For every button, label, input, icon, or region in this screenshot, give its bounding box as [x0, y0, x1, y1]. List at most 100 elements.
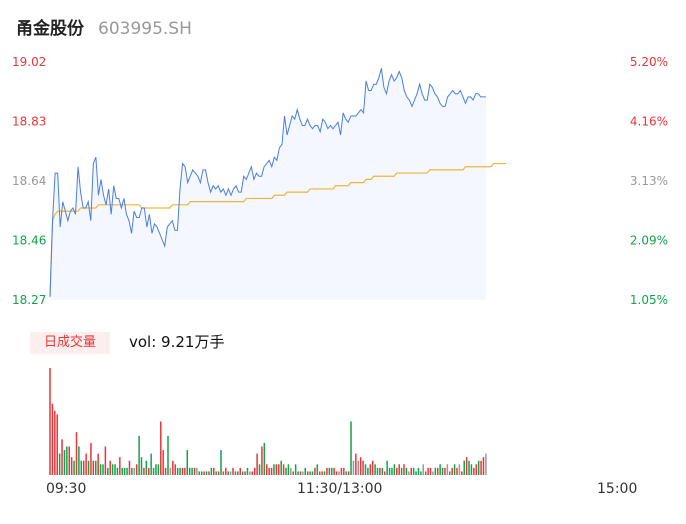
volume-bar: [424, 471, 427, 475]
volume-bar: [369, 464, 372, 475]
volume-bar: [314, 467, 316, 475]
volume-bar: [304, 467, 307, 475]
volume-bar: [203, 471, 205, 475]
volume-bar: [480, 460, 482, 475]
volume-bar: [338, 471, 340, 475]
volume-bar: [470, 464, 473, 475]
volume-bar: [193, 467, 196, 475]
volume-bars: [49, 368, 487, 475]
volume-bar: [350, 421, 352, 475]
volume-bar: [167, 435, 169, 475]
volume-bar: [420, 471, 422, 475]
volume-bar: [119, 457, 121, 475]
volume-bar: [282, 464, 285, 475]
volume-bar: [99, 464, 102, 475]
volume-bar: [251, 471, 254, 475]
volume-bar: [468, 460, 470, 475]
volume-bar: [453, 464, 456, 475]
volume-bar: [347, 471, 350, 475]
volume-bar: [451, 467, 453, 475]
daily-volume-tab[interactable]: 日成交量: [30, 332, 110, 354]
volume-bar: [396, 467, 398, 475]
volume-bar: [388, 467, 391, 475]
volume-bar: [234, 471, 237, 475]
volume-bar: [280, 460, 282, 475]
volume-bar: [114, 464, 116, 475]
volume-bar: [477, 460, 480, 475]
volume-bar: [335, 471, 338, 475]
time-tick-midday: 11:30/13:00: [297, 481, 383, 497]
volume-bar: [208, 471, 210, 475]
volume-bar: [241, 471, 244, 475]
volume-bar: [249, 471, 251, 475]
volume-bar: [384, 471, 386, 475]
avg-price-line: [49, 162, 507, 297]
volume-bar: [111, 464, 114, 475]
volume-bar: [285, 467, 287, 475]
volume-bar: [184, 467, 186, 475]
volume-bar: [172, 460, 174, 475]
volume-bar: [290, 467, 292, 475]
volume-bar: [463, 460, 465, 475]
price-tick-label: 19.02: [12, 55, 46, 69]
volume-bar: [461, 471, 463, 475]
volume-bar: [191, 467, 193, 475]
volume-bar: [432, 471, 434, 475]
volume-bar: [256, 453, 258, 475]
volume-bar: [196, 467, 198, 475]
volume-bar: [367, 467, 369, 475]
volume-bar: [246, 467, 249, 475]
volume-bar: [222, 471, 225, 475]
volume-bar: [441, 467, 444, 475]
price-axis: 19.02 18.83 18.64 18.46 18.27: [12, 55, 46, 307]
volume-bar: [104, 446, 107, 475]
volume-bar: [436, 467, 439, 475]
volume-bar: [66, 446, 68, 475]
price-line: [49, 68, 486, 297]
volume-bar: [135, 464, 138, 475]
volume-bar: [408, 471, 410, 475]
volume-bar: [227, 471, 229, 475]
stock-name: 甬金股份: [16, 19, 84, 39]
volume-bar: [299, 471, 302, 475]
volume-bar: [434, 467, 437, 475]
volume-bar: [357, 460, 360, 475]
volume-bar: [381, 467, 384, 475]
volume-bar: [58, 453, 61, 475]
volume-bar: [160, 421, 162, 475]
volume-bar: [80, 460, 83, 475]
volume-bar: [54, 410, 56, 475]
volume-bar: [179, 467, 181, 475]
volume-bar: [263, 442, 266, 475]
volume-bar: [415, 471, 417, 475]
volume-bar: [138, 435, 140, 475]
volume-bar: [109, 460, 111, 475]
volume-bar: [326, 467, 328, 475]
volume-bar: [405, 467, 408, 475]
volume-bar: [403, 464, 405, 475]
volume-bar: [391, 467, 393, 475]
volume-bar: [482, 457, 485, 475]
volume-bar: [444, 467, 446, 475]
volume-bar: [63, 450, 66, 475]
volume-bar: [485, 453, 487, 475]
volume-bar: [275, 464, 278, 475]
volume-bar: [143, 467, 145, 475]
volume-bar: [427, 467, 429, 475]
price-tick-label: 18.46: [12, 234, 46, 248]
volume-bar: [176, 467, 179, 475]
volume-bar: [449, 471, 451, 475]
volume-bar: [102, 464, 104, 475]
volume-bar: [90, 442, 92, 475]
volume-bar: [95, 460, 97, 475]
volume-bar: [237, 471, 239, 475]
volume-bar: [417, 467, 420, 475]
volume-bar: [297, 471, 299, 475]
volume-bar: [229, 471, 232, 475]
volume-bar: [123, 467, 126, 475]
volume-bar: [374, 464, 376, 475]
volume-bar: [270, 467, 273, 475]
stock-code: 603995.SH: [98, 19, 192, 39]
volume-bar: [475, 464, 478, 475]
